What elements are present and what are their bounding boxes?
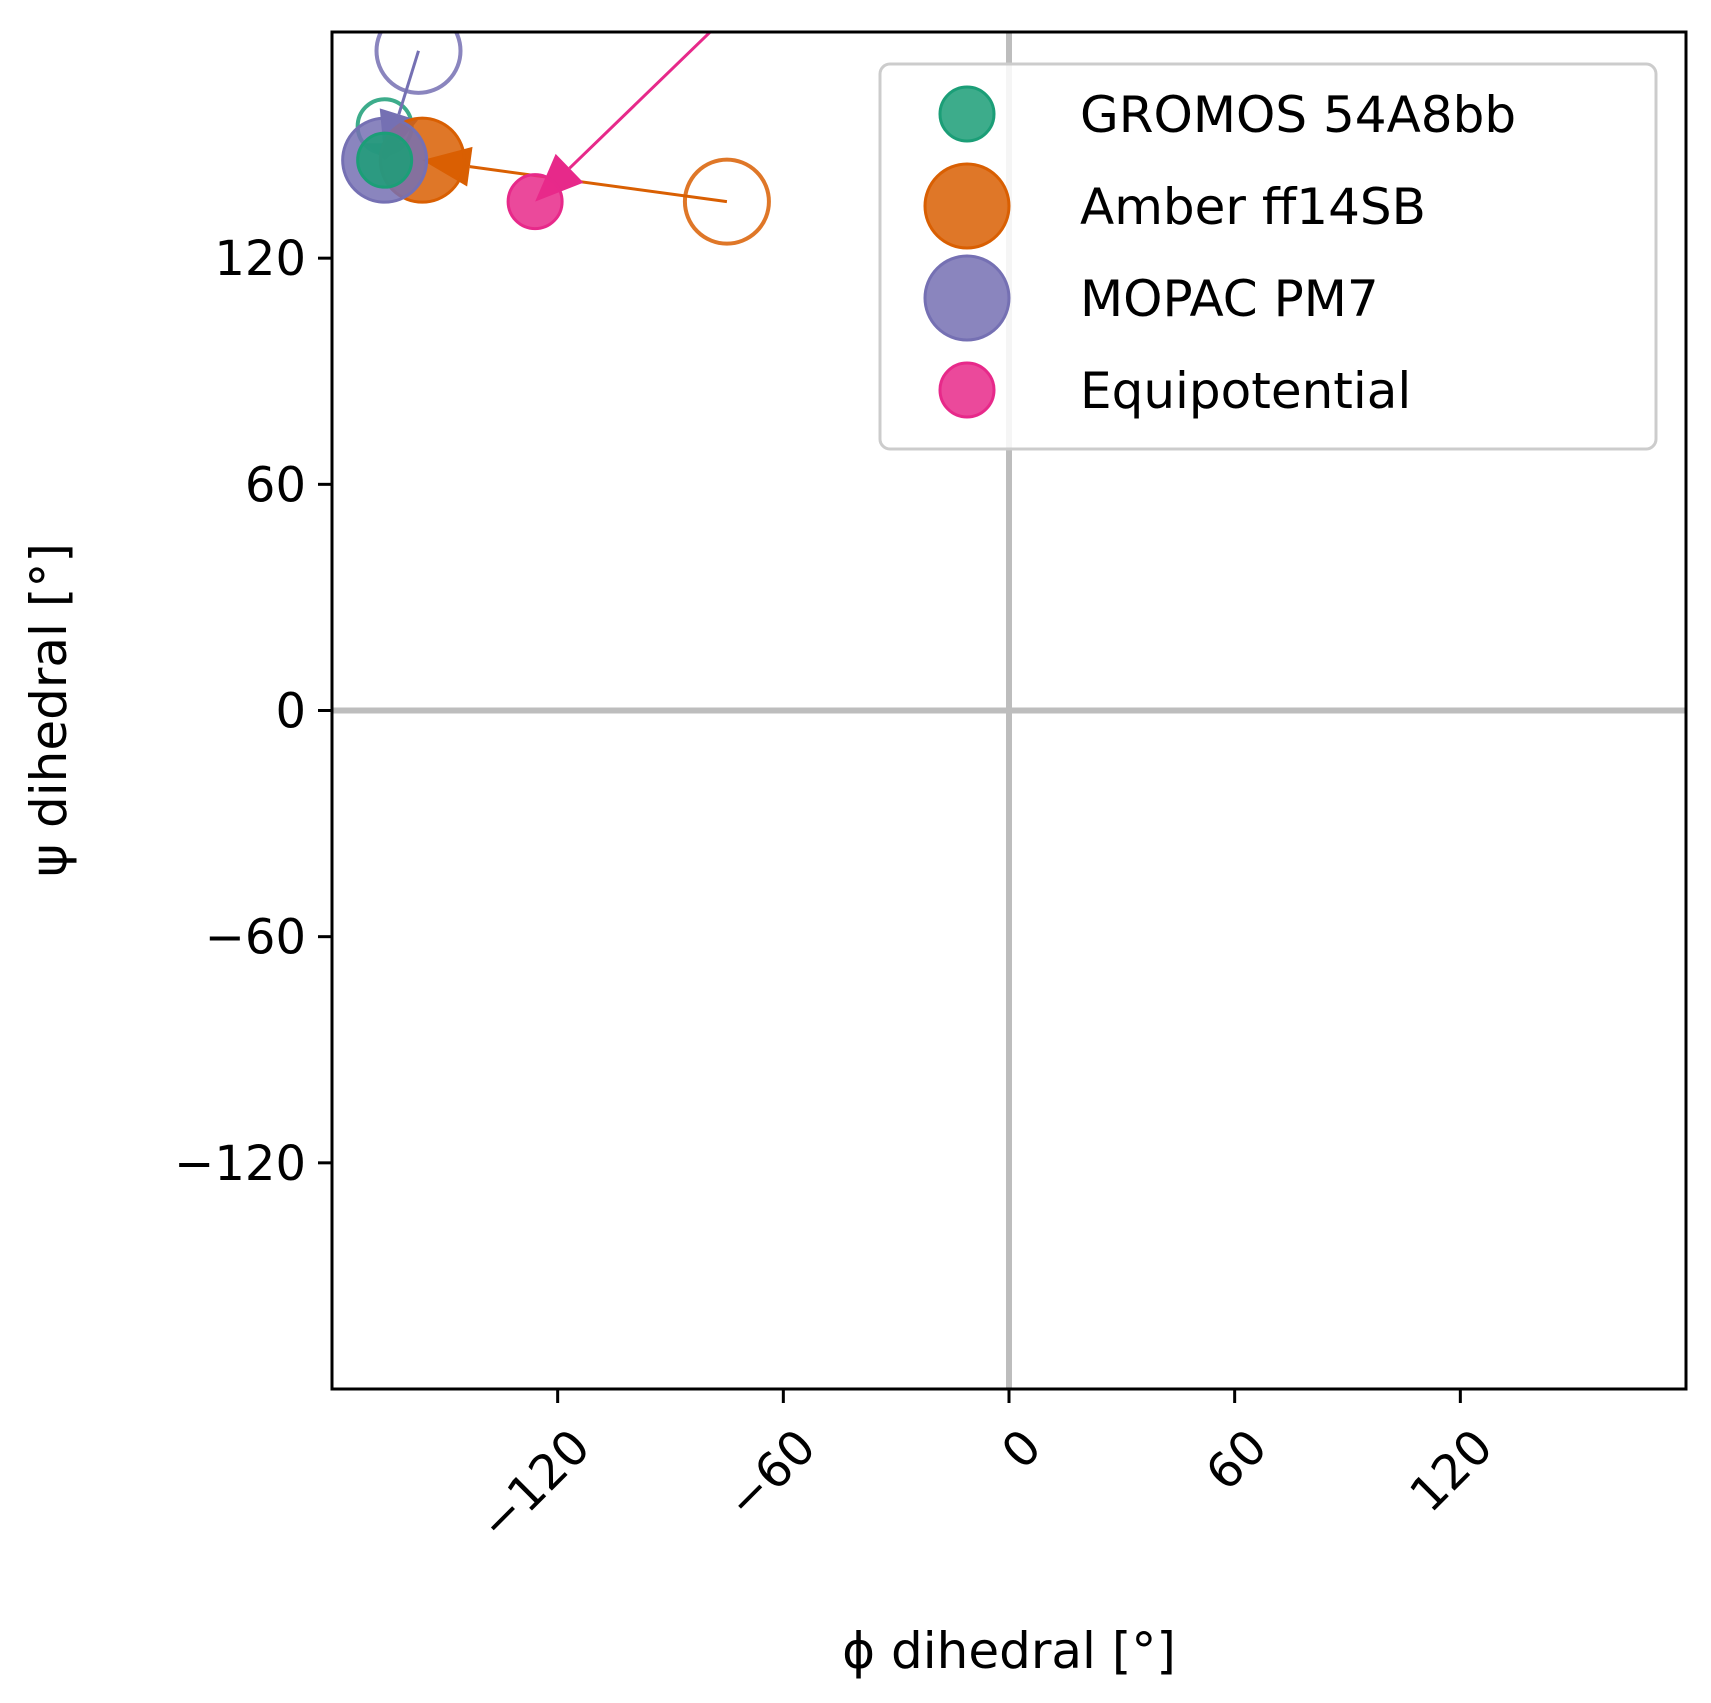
start-point (374, 32, 463, 95)
y-tick-label: 60 (245, 457, 306, 513)
y-tick-label: −60 (205, 910, 306, 966)
end-point (356, 131, 414, 189)
legend-marker (938, 85, 996, 143)
y-tick-label: 120 (214, 231, 306, 287)
y-axis-label: ψ dihedral [°] (20, 543, 78, 877)
legend-label: GROMOS 54A8bb (1080, 86, 1516, 144)
arrow-shaft (568, 32, 713, 170)
y-tick-label: −120 (174, 1136, 306, 1192)
legend: GROMOS 54A8bb Amber ff14SB MOPAC PM7 Equipo… (878, 62, 1658, 451)
legend-label: MOPAC PM7 (1080, 270, 1379, 328)
arrow-shaft (397, 50, 420, 115)
x-tick-label: −60 (715, 1419, 826, 1530)
x-axis-label: ϕ dihedral [°] (842, 1622, 1176, 1680)
legend-marker (923, 254, 1011, 342)
x-tick-label: 120 (1399, 1419, 1503, 1523)
arrow-shaft (469, 165, 728, 204)
x-tick-label: −120 (468, 1419, 601, 1552)
legend-box (878, 62, 1658, 451)
legend-label: Amber ff14SB (1080, 178, 1426, 236)
start-point (734, 0, 788, 10)
data-layer (341, 0, 788, 246)
legend-marker (938, 361, 996, 419)
y-axis: −120 −60 0 60 120 (174, 231, 332, 1192)
x-tick-label: 0 (991, 1419, 1052, 1480)
legend-marker (923, 162, 1011, 250)
y-tick-label: 0 (275, 684, 306, 740)
x-tick-label: 60 (1195, 1419, 1278, 1502)
legend-label: Equipotential (1080, 362, 1411, 420)
start-point (682, 157, 771, 246)
end-point (506, 173, 564, 231)
x-axis: −120 −60 0 60 120 (468, 1389, 1504, 1552)
